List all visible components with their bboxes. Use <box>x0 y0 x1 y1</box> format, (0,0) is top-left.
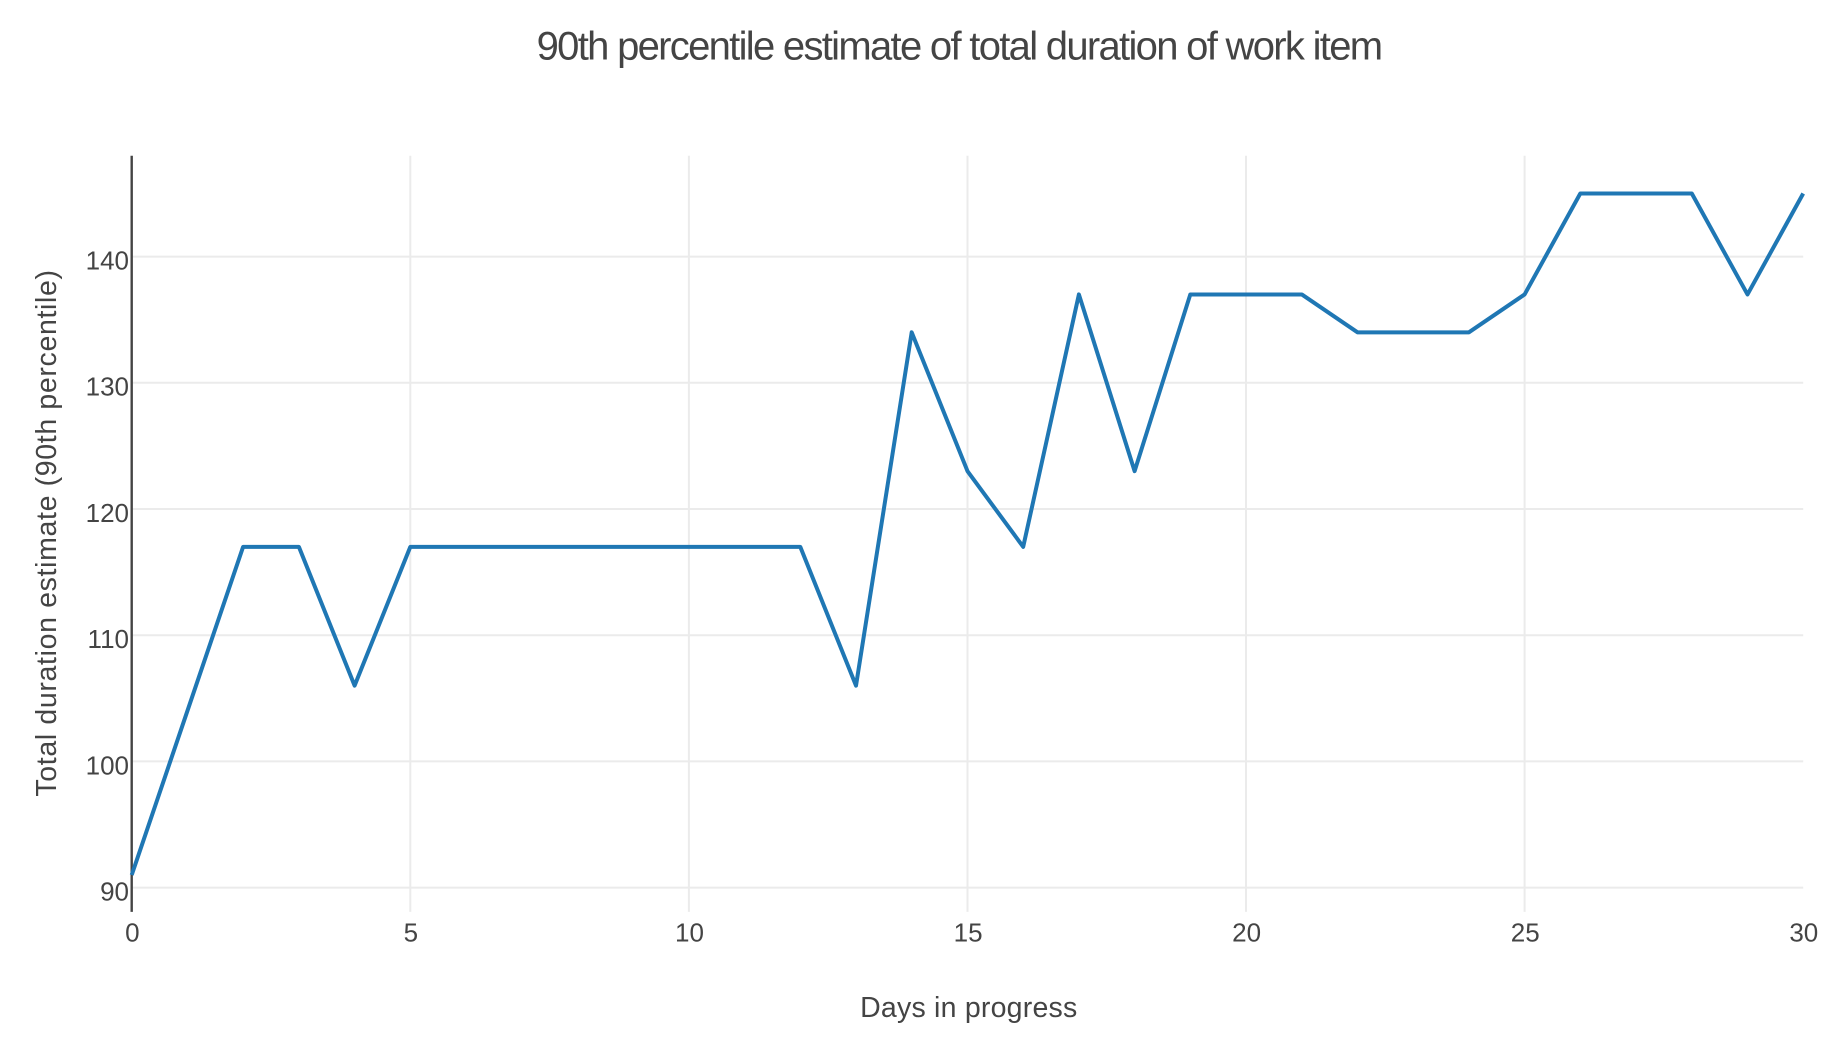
svg-text:Days in progress: Days in progress <box>860 992 1077 1024</box>
svg-text:140: 140 <box>86 246 129 276</box>
svg-text:100: 100 <box>86 750 129 780</box>
svg-text:90th percentile estimate of to: 90th percentile estimate of total durati… <box>537 24 1382 68</box>
svg-text:20: 20 <box>1232 917 1261 947</box>
svg-text:130: 130 <box>86 372 129 402</box>
svg-text:Total duration estimate (90th: Total duration estimate (90th percentile… <box>31 269 63 796</box>
svg-text:25: 25 <box>1511 917 1540 947</box>
svg-text:5: 5 <box>404 917 418 947</box>
svg-text:30: 30 <box>1789 917 1818 947</box>
svg-text:10: 10 <box>675 917 704 947</box>
svg-text:0: 0 <box>125 917 139 947</box>
svg-text:110: 110 <box>88 624 129 654</box>
svg-text:90: 90 <box>100 877 129 907</box>
svg-text:15: 15 <box>954 917 983 947</box>
svg-text:120: 120 <box>86 498 129 528</box>
